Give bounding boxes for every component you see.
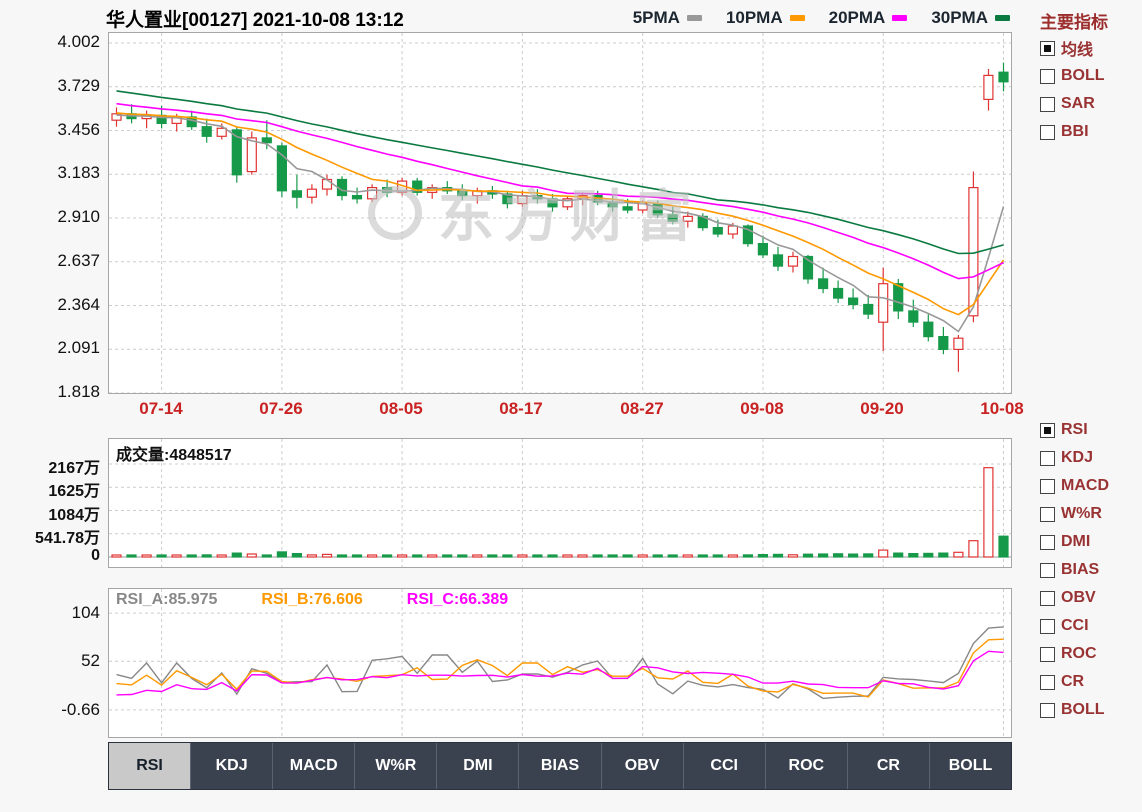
- indicator-option-boll[interactable]: BOLL: [1040, 696, 1140, 724]
- tab-rsi[interactable]: RSI: [109, 743, 192, 789]
- rsi-value-label: RSI_A:85.975: [116, 591, 218, 608]
- rsi-value-labels: RSI_A:85.975 RSI_B:76.606 RSI_C:66.389: [116, 591, 508, 609]
- legend-20PMA: 20PMA: [829, 8, 908, 28]
- volume-axis-label: 0: [91, 547, 100, 564]
- candlestick-pane[interactable]: [108, 32, 1012, 394]
- indicator-option-rsi[interactable]: RSI: [1040, 416, 1140, 444]
- checkbox-icon: [1040, 40, 1055, 56]
- price-axis-label: 3.729: [57, 76, 100, 95]
- legend-swatch-icon: [995, 15, 1010, 21]
- checkbox-icon: [1040, 674, 1055, 690]
- overlay-option-均线[interactable]: 均线: [1040, 34, 1140, 62]
- volume-pane[interactable]: 成交量:4848517: [108, 438, 1012, 568]
- checkbox-icon: [1040, 618, 1055, 634]
- indicator-option-obv[interactable]: OBV: [1040, 584, 1140, 612]
- date-axis-label: 08-05: [379, 399, 423, 418]
- tab-macd[interactable]: MACD: [273, 743, 356, 789]
- rsi-value-label: RSI_B:76.606: [261, 591, 363, 608]
- tab-obv[interactable]: OBV: [602, 743, 684, 789]
- indicator-option-cci[interactable]: CCI: [1040, 612, 1140, 640]
- right-panel-title: 主要指标: [1040, 13, 1108, 32]
- date-axis-label: 09-20: [860, 399, 904, 418]
- checkbox-icon: [1040, 422, 1055, 438]
- indicator-option-macd[interactable]: MACD: [1040, 472, 1140, 500]
- checkbox-icon: [1040, 96, 1055, 112]
- date-axis-labels: 07-14 07-26 08-05 08-17 08-27 09-08 09-20 10-08: [0, 399, 1142, 421]
- volume-axis-label: 541.78万: [35, 530, 100, 547]
- date-axis-label: 09-08: [740, 399, 784, 418]
- checkbox-icon: [1040, 562, 1055, 578]
- tab-dmi[interactable]: DMI: [437, 743, 520, 789]
- price-axis-label: 2.364: [57, 295, 100, 314]
- volume-label: 成交量:4848517: [116, 447, 232, 464]
- indicator-option-kdj[interactable]: KDJ: [1040, 444, 1140, 472]
- indicator-option-roc[interactable]: ROC: [1040, 640, 1140, 668]
- date-axis-label: 08-17: [499, 399, 543, 418]
- volume-axis-label: 2167万: [48, 460, 100, 477]
- price-axis-label: 4.002: [57, 32, 100, 51]
- price-axis-label: 1.818: [57, 382, 100, 401]
- indicator-option-cr[interactable]: CR: [1040, 668, 1140, 696]
- checkbox-icon: [1040, 124, 1055, 140]
- checkbox-icon: [1040, 450, 1055, 466]
- tab-kdj[interactable]: KDJ: [191, 743, 274, 789]
- rsi-axis-label: 104: [71, 603, 100, 622]
- price-axis-label: 3.456: [57, 120, 100, 139]
- legend-swatch-icon: [789, 15, 805, 21]
- date-axis-label: 10-08: [980, 399, 1024, 418]
- rsi-axis-label: 52: [81, 651, 100, 670]
- checkbox-icon: [1040, 506, 1055, 522]
- rsi-axis-label: -0.66: [61, 700, 100, 719]
- indicator-option-dmi[interactable]: DMI: [1040, 528, 1140, 556]
- rsi-pane[interactable]: RSI_A:85.975 RSI_B:76.606 RSI_C:66.389: [108, 588, 1012, 738]
- price-axis-label: 2.637: [57, 251, 100, 270]
- rsi-value-label: RSI_C:66.389: [406, 591, 509, 608]
- legend-swatch-icon: [686, 15, 702, 21]
- volume-chart[interactable]: [109, 439, 1011, 567]
- ma-legend: 5PMA 10PMA 20PMA 30PMA: [500, 8, 1010, 28]
- checkbox-icon: [1040, 534, 1055, 550]
- volume-axis-label: 1625万: [48, 483, 100, 500]
- checkbox-icon: [1040, 590, 1055, 606]
- tab-roc[interactable]: ROC: [766, 743, 848, 789]
- legend-10PMA: 10PMA: [726, 8, 805, 28]
- overlay-options-group: 均线 BOLL SAR BBI: [1040, 34, 1140, 146]
- checkbox-icon: [1040, 478, 1055, 494]
- price-axis-label: 3.183: [57, 163, 100, 182]
- legend-30PMA: 30PMA: [931, 8, 1010, 28]
- date-axis-label: 07-14: [139, 399, 183, 418]
- overlay-option-bbi[interactable]: BBI: [1040, 118, 1140, 146]
- price-axis-label: 2.910: [57, 207, 100, 226]
- checkbox-icon: [1040, 646, 1055, 662]
- tab-w%r[interactable]: W%R: [355, 743, 438, 789]
- volume-axis-label: 1084万: [48, 507, 100, 524]
- indicator-options-group: RSI KDJ MACD W%R DMI BIAS OBV CCI ROC CR BOLL: [1040, 416, 1140, 724]
- tab-cr[interactable]: CR: [848, 743, 930, 789]
- date-axis-label: 07-26: [259, 399, 303, 418]
- indicator-option-w%r[interactable]: W%R: [1040, 500, 1140, 528]
- overlay-option-boll[interactable]: BOLL: [1040, 62, 1140, 90]
- tab-bias[interactable]: BIAS: [519, 743, 602, 789]
- indicator-option-bias[interactable]: BIAS: [1040, 556, 1140, 584]
- legend-swatch-icon: [892, 15, 908, 21]
- price-axis-label: 2.091: [57, 338, 100, 357]
- indicator-tabbar: RSI KDJ MACD W%R DMI BIAS OBV CCI ROC CR BOLL: [108, 742, 1012, 790]
- legend-5PMA: 5PMA: [633, 8, 702, 28]
- chart-title: 华人置业[00127] 2021-10-08 13:12: [106, 10, 404, 31]
- checkbox-icon: [1040, 702, 1055, 718]
- rsi-chart[interactable]: [109, 589, 1011, 737]
- date-axis-label: 08-27: [620, 399, 664, 418]
- candlestick-chart[interactable]: [109, 33, 1011, 393]
- tab-boll[interactable]: BOLL: [948, 757, 993, 774]
- tab-cci[interactable]: CCI: [684, 743, 766, 789]
- checkbox-icon: [1040, 68, 1055, 84]
- overlay-option-sar[interactable]: SAR: [1040, 90, 1140, 118]
